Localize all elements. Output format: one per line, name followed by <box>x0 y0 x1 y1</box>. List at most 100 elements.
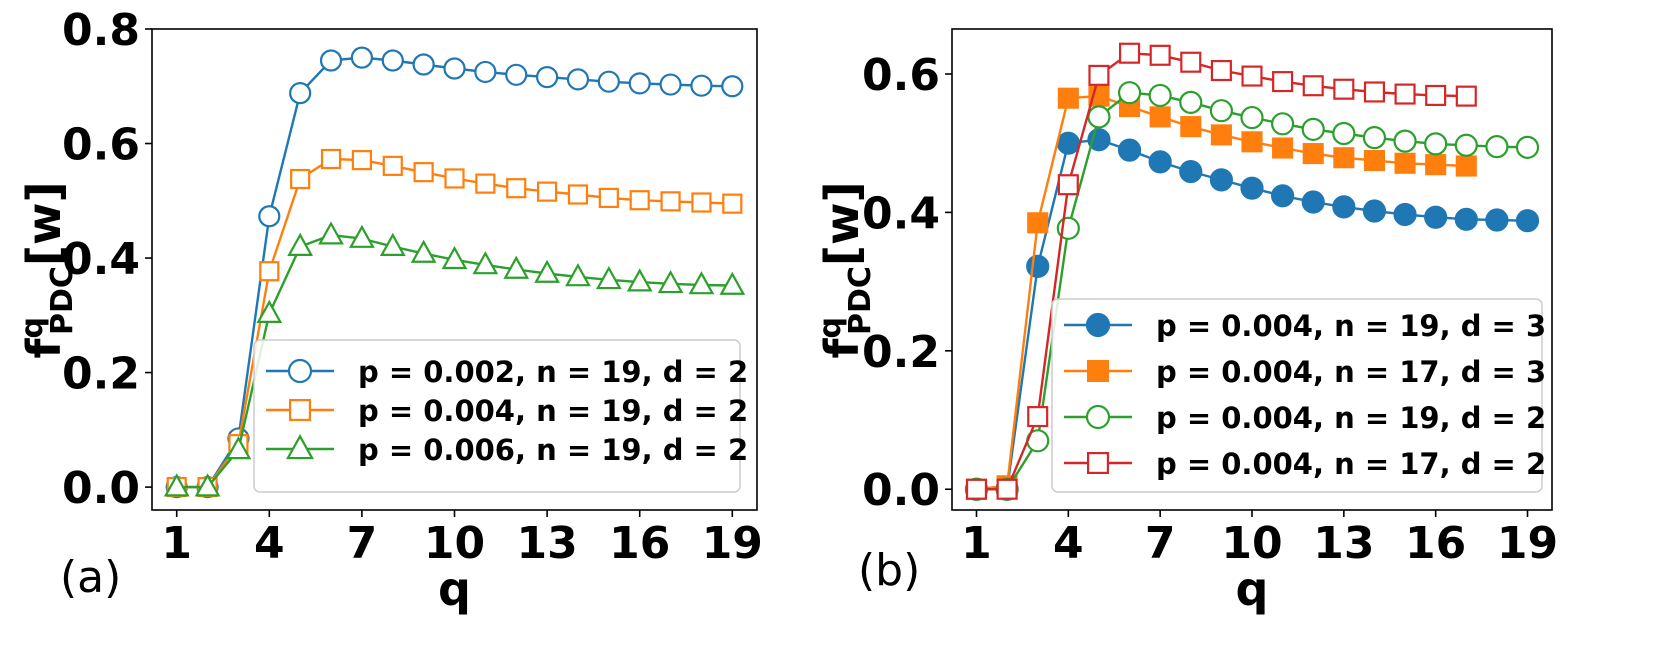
data-point <box>1454 133 1478 157</box>
data-point <box>1148 150 1172 174</box>
data-point <box>1393 129 1417 153</box>
x-tick-label: 7 <box>1145 518 1176 569</box>
legend-marker <box>1086 360 1109 383</box>
legend-marker <box>1085 312 1111 338</box>
y-axis-title-suffix: [w] <box>815 182 869 267</box>
data-point <box>472 251 499 275</box>
data-point <box>1026 254 1050 278</box>
data-point <box>320 148 342 170</box>
data-point <box>287 232 314 256</box>
data-point <box>443 57 466 80</box>
data-point <box>1180 116 1202 138</box>
legend-item: p = 0.004, n = 19, d = 2 <box>1064 401 1546 435</box>
y-tick-label: 0.4 <box>862 188 940 239</box>
data-point <box>565 263 591 287</box>
data-point <box>719 271 746 295</box>
data-point <box>1240 105 1264 130</box>
legend-item: p = 0.002, n = 19, d = 2 <box>266 355 748 389</box>
legend-item: p = 0.004, n = 19, d = 2 <box>266 394 748 428</box>
legend-marker <box>289 399 312 422</box>
data-point <box>194 473 221 497</box>
data-point <box>1424 132 1448 156</box>
data-point <box>1180 51 1202 73</box>
data-point <box>413 162 434 183</box>
y-tick-label: 0.8 <box>62 5 140 56</box>
data-point <box>1210 124 1232 146</box>
data-point <box>598 187 619 209</box>
data-point <box>1271 112 1295 136</box>
legend-item: p = 0.004, n = 19, d = 3 <box>1064 309 1546 343</box>
data-point <box>1027 212 1049 234</box>
data-point <box>350 46 373 69</box>
panel-label: (a) <box>60 552 121 603</box>
x-tick-label: 4 <box>1053 518 1084 569</box>
data-point <box>1302 143 1324 165</box>
data-point <box>595 265 622 290</box>
data-point <box>1302 75 1324 97</box>
data-point <box>1301 117 1325 141</box>
data-point <box>1149 106 1171 128</box>
data-point <box>536 65 559 89</box>
legend-marker <box>287 358 313 384</box>
data-point <box>721 75 744 98</box>
data-point <box>996 478 1018 500</box>
data-point <box>290 168 311 190</box>
y-axis-title-sup: q <box>15 317 50 338</box>
y-axis-title-sub: PDC <box>843 266 878 335</box>
y-axis-title-main: f <box>17 337 71 358</box>
y-axis-title-sup: q <box>813 317 848 338</box>
data-point <box>690 74 713 97</box>
series-3 <box>163 221 746 497</box>
data-point <box>657 270 684 294</box>
data-point <box>1209 168 1233 192</box>
legend-box <box>1051 298 1543 493</box>
data-point <box>379 232 406 256</box>
series-4 <box>965 42 1477 500</box>
data-point <box>1179 159 1203 184</box>
data-point <box>475 173 496 194</box>
data-point <box>567 184 589 205</box>
data-point <box>1149 44 1171 66</box>
data-point <box>534 259 560 283</box>
data-point <box>444 168 465 189</box>
data-point <box>1179 90 1203 114</box>
data-point <box>256 299 283 323</box>
legend-label: p = 0.004, n = 19, d = 2 <box>358 394 748 428</box>
data-point <box>1210 59 1232 82</box>
y-axis-title: fqPDC[w] <box>15 182 80 359</box>
data-point <box>225 436 252 460</box>
x-tick-label: 1 <box>961 518 992 569</box>
x-tick-label: 10 <box>1221 518 1282 569</box>
y-axis-title-sub: PDC <box>45 266 80 335</box>
data-point <box>1362 126 1387 150</box>
data-point <box>626 268 653 292</box>
legend-label: p = 0.004, n = 19, d = 3 <box>1156 309 1546 343</box>
x-axis-title: q <box>438 562 471 616</box>
legend-marker <box>1085 404 1111 430</box>
data-point <box>1241 65 1263 87</box>
data-point <box>1117 81 1142 105</box>
data-point <box>259 261 280 282</box>
x-tick-label: 1 <box>161 518 192 569</box>
legend-label: p = 0.004, n = 17, d = 2 <box>1156 447 1546 481</box>
data-point <box>1272 137 1294 159</box>
data-point <box>1394 83 1416 105</box>
data-point <box>1333 147 1355 169</box>
data-point <box>1454 207 1478 231</box>
data-point <box>1332 121 1356 146</box>
data-point <box>566 68 590 91</box>
data-point <box>349 224 375 248</box>
legend-box <box>253 339 741 493</box>
data-point <box>441 245 468 270</box>
data-point <box>319 49 343 72</box>
data-point <box>688 271 715 295</box>
legend-label: p = 0.004, n = 17, d = 3 <box>1156 355 1546 389</box>
data-point <box>1087 105 1111 129</box>
data-point <box>289 82 312 105</box>
data-point <box>474 60 497 84</box>
x-tick-label: 19 <box>1497 518 1558 569</box>
data-point <box>318 221 344 245</box>
x-tick-label: 16 <box>1405 518 1466 569</box>
